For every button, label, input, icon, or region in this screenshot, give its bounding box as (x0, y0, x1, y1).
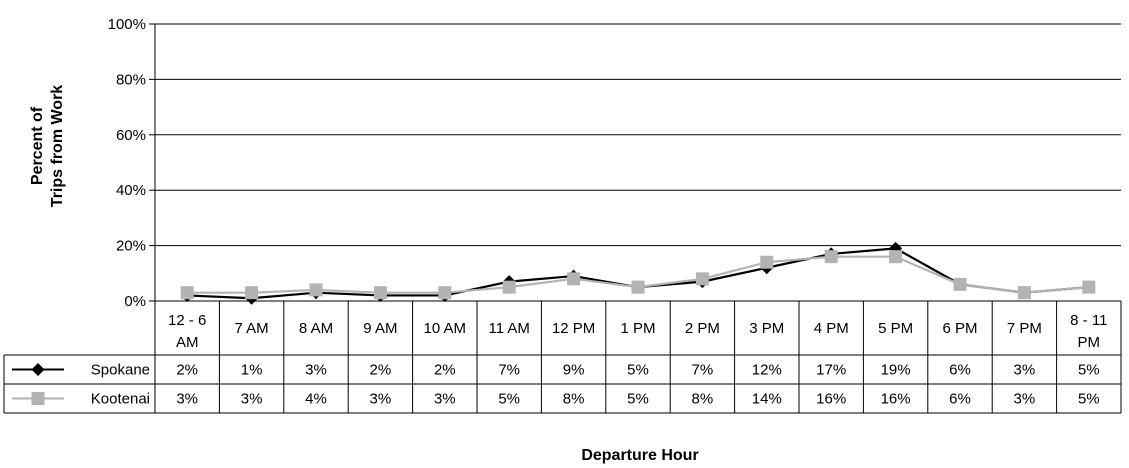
x-tick-label: 12 - 6 AM (168, 312, 206, 351)
table-cell: 17% (816, 362, 846, 379)
table-cell: 6% (949, 362, 971, 379)
y-tick-label: 40% (116, 182, 146, 199)
table-cell: 3% (1014, 362, 1036, 379)
data-point-kootenai (180, 286, 194, 300)
table-cell: 5% (627, 362, 649, 379)
x-tick-label: 8 - 11 PM (1070, 312, 1107, 351)
series-lines (180, 241, 1096, 305)
y-tick-label: 100% (108, 16, 146, 33)
table-cell: 7% (692, 362, 714, 379)
axes (154, 24, 1121, 302)
table-cell: 8% (692, 391, 714, 408)
table-cell: 5% (1078, 362, 1100, 379)
data-point-kootenai (889, 250, 903, 264)
table-cell: 2% (434, 362, 456, 379)
table-cell: 3% (241, 391, 263, 408)
legend-label: Spokane (91, 362, 150, 379)
y-tick-labels: 0% 20% 40% 60% 80% 100% (108, 16, 146, 310)
table-cell: 5% (1078, 391, 1100, 408)
x-tick-label: 6 PM (942, 320, 977, 337)
x-tick-label-line: PM (1078, 334, 1101, 351)
x-tick-label: 2 PM (685, 320, 720, 337)
data-point-kootenai (631, 280, 645, 294)
data-point-kootenai (1082, 280, 1096, 294)
table-cell: 7% (498, 362, 520, 379)
x-tick-label: 1 PM (620, 320, 655, 337)
table-cell: 1% (241, 362, 263, 379)
y-tick-label: 60% (116, 127, 146, 144)
data-point-kootenai (309, 283, 323, 297)
table-cell: 6% (949, 391, 971, 408)
x-tick-label-line: 12 - 6 (168, 312, 206, 329)
data-point-kootenai (438, 286, 452, 300)
x-tick-label: 7 AM (235, 320, 269, 337)
data-point-kootenai (824, 250, 838, 264)
table-cell: 14% (752, 391, 782, 408)
table-cell: 5% (627, 391, 649, 408)
x-tick-label: 12 PM (552, 320, 595, 337)
x-tick-label-line: 8 - 11 (1070, 312, 1107, 329)
table-cell: 3% (370, 391, 392, 408)
y-tick-label: 0% (124, 293, 146, 310)
y-axis-label-line-2: Trips from Work (49, 85, 66, 207)
data-table: 12 - 6 AM 7 AM 8 AM 9 AM 10 AM 11 AM 12 PM 1 PM 2… (3, 301, 1122, 414)
data-point-kootenai (695, 272, 709, 286)
x-tick-label: 9 AM (363, 320, 397, 337)
data-point-kootenai (953, 277, 967, 291)
legend-key-marker (31, 363, 45, 376)
table-cell: 4% (305, 391, 327, 408)
x-tick-label: 8 AM (299, 320, 333, 337)
y-axis-label-line-1: Percent of (29, 106, 46, 185)
data-point-kootenai (760, 255, 774, 269)
table-cell: 12% (752, 362, 782, 379)
table-cell: 8% (563, 391, 585, 408)
table-cell: 5% (498, 391, 520, 408)
legend-key-marker (31, 392, 45, 405)
x-axis-label: Departure Hour (581, 447, 698, 464)
table-cell: 16% (816, 391, 846, 408)
gridlines (149, 23, 1121, 302)
x-tick-label: 5 PM (878, 320, 913, 337)
table-cell: 2% (176, 362, 198, 379)
table-cell: 2% (370, 362, 392, 379)
x-tick-label: 11 AM (488, 320, 529, 337)
data-point-kootenai (567, 272, 581, 286)
data-point-kootenai (245, 286, 259, 300)
x-tick-label: 10 AM (424, 320, 467, 337)
table-cell: 3% (305, 362, 327, 379)
x-tick-label: 4 PM (814, 320, 849, 337)
x-tick-label: 7 PM (1007, 320, 1042, 337)
x-tick-label: 3 PM (749, 320, 784, 337)
data-point-kootenai (1017, 286, 1031, 300)
y-tick-label: 20% (116, 238, 146, 255)
data-point-kootenai (373, 286, 387, 300)
table-cell: 3% (1014, 391, 1036, 408)
table-cell: 19% (881, 362, 911, 379)
x-tick-label-line: AM (176, 334, 199, 351)
legend-label: Kootenai (91, 391, 150, 408)
table-cell: 16% (881, 391, 911, 408)
table-cell: 9% (563, 362, 585, 379)
data-point-kootenai (502, 280, 516, 294)
table-cell: 3% (176, 391, 198, 408)
y-tick-label: 80% (116, 71, 146, 88)
table-cell: 3% (434, 391, 456, 408)
